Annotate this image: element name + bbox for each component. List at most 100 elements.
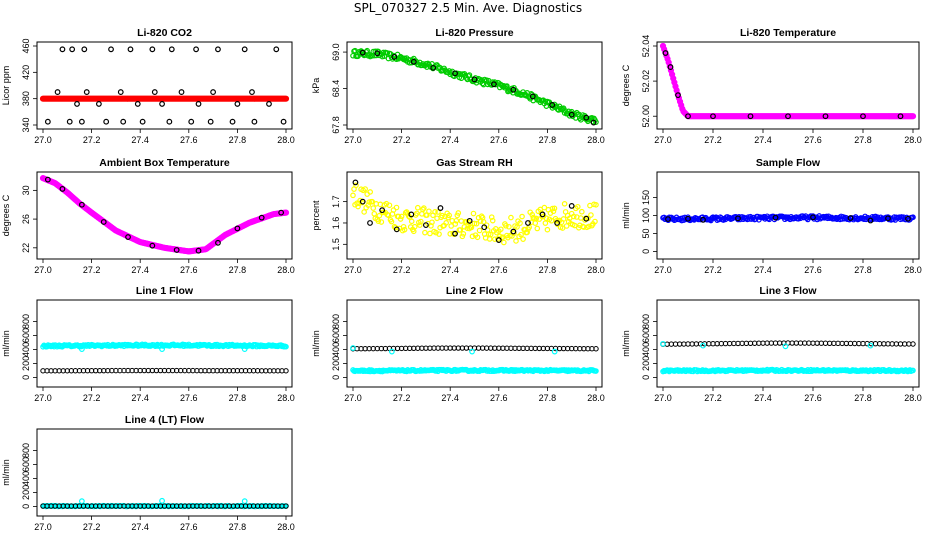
data-point	[563, 223, 570, 229]
y-axis-label: degrees C	[1, 194, 11, 236]
data-point	[443, 220, 449, 226]
data-point	[772, 214, 779, 221]
plot-frame	[346, 299, 603, 388]
data-point	[266, 101, 272, 107]
data-point	[367, 189, 374, 195]
data-point	[590, 119, 597, 126]
chart-panel-3: Li-820 Temperature degrees C 27.0 27.2 27.4 2…	[621, 27, 922, 145]
x-tick-label: 27.2	[704, 265, 722, 275]
data-point	[388, 348, 395, 355]
data-point	[374, 50, 381, 57]
data-point	[241, 46, 248, 53]
x-tick-label: 27.0	[654, 265, 672, 275]
data-point	[125, 234, 131, 240]
data-point	[386, 202, 393, 209]
data-point	[533, 215, 540, 222]
data-point	[241, 346, 248, 352]
data-point	[410, 58, 417, 65]
data-point	[435, 209, 441, 215]
data-point	[83, 89, 90, 95]
data-point	[593, 119, 599, 125]
data-point	[134, 101, 141, 107]
data-point	[78, 346, 85, 352]
data-point	[460, 231, 467, 237]
plot-area	[350, 47, 599, 126]
x-tick-label: 27.6	[180, 265, 198, 275]
data-point	[355, 203, 361, 210]
y-tick-label: 420	[21, 65, 31, 80]
y-tick-label: 600	[21, 328, 31, 343]
x-tick-label: 27.4	[754, 265, 772, 275]
data-point	[588, 212, 594, 218]
data-point	[365, 202, 371, 209]
data-point	[422, 229, 428, 236]
x-tick-label: 28.0	[904, 393, 922, 403]
y-tick-label: 0	[331, 375, 341, 380]
data-point	[437, 205, 444, 211]
series-2	[78, 346, 248, 352]
data-point	[519, 213, 525, 220]
series-2	[359, 49, 597, 126]
x-tick-label: 28.0	[277, 135, 295, 145]
data-point	[229, 118, 236, 125]
data-point	[103, 118, 110, 125]
data-point	[59, 186, 66, 192]
x-tick-label: 27.8	[229, 265, 247, 275]
chart-title: Li-820 Pressure	[435, 27, 513, 39]
data-point	[508, 214, 514, 221]
data-point	[476, 227, 483, 234]
x-tick-label: 27.6	[804, 393, 822, 403]
data-point	[376, 212, 383, 219]
y-tick-label: 200	[641, 356, 651, 371]
data-point	[583, 215, 590, 222]
x-tick-label: 27.2	[393, 265, 411, 275]
data-point	[418, 218, 424, 225]
y-tick-label: 30	[21, 185, 31, 195]
data-point	[530, 214, 537, 221]
data-point	[369, 198, 376, 205]
data-point	[810, 214, 816, 221]
data-point	[127, 46, 134, 53]
data-point	[491, 81, 497, 88]
x-tick-label: 27.0	[654, 393, 672, 403]
data-point	[593, 202, 599, 208]
data-point	[480, 219, 487, 225]
x-tick-label: 27.4	[131, 393, 149, 403]
data-point	[561, 201, 568, 207]
data-point	[151, 89, 158, 95]
y-tick-label: 340	[21, 117, 31, 132]
data-point	[439, 212, 445, 219]
plot-area	[40, 497, 289, 510]
y-tick-label: 800	[331, 314, 341, 329]
series-1	[39, 175, 290, 255]
series-3	[40, 367, 289, 374]
data-point	[273, 46, 280, 53]
plot-frame	[36, 428, 293, 517]
data-point	[353, 182, 359, 189]
y-tick-label: 50	[641, 228, 651, 238]
data-point	[283, 343, 289, 350]
data-point	[359, 49, 366, 56]
plot-area	[659, 43, 917, 120]
y-tick-label: 100	[641, 208, 651, 223]
data-point	[897, 113, 904, 120]
data-point	[117, 89, 124, 95]
data-point	[473, 220, 480, 227]
plot-frame	[656, 41, 920, 130]
y-tick-label: 200	[21, 485, 31, 500]
y-axis-label: ml/min	[1, 459, 11, 486]
x-tick-label: 27.6	[180, 522, 198, 532]
data-point	[506, 223, 512, 230]
series-3	[40, 503, 289, 509]
data-point	[910, 341, 916, 347]
data-point	[413, 210, 420, 217]
y-axis-label: ml/min	[311, 330, 321, 357]
series-2	[665, 214, 911, 224]
data-point	[685, 113, 691, 120]
data-point	[429, 219, 435, 226]
data-point	[401, 226, 408, 233]
data-point	[529, 93, 536, 100]
x-tick-label: 27.4	[441, 135, 459, 145]
data-point	[78, 118, 85, 125]
data-point	[178, 89, 185, 95]
